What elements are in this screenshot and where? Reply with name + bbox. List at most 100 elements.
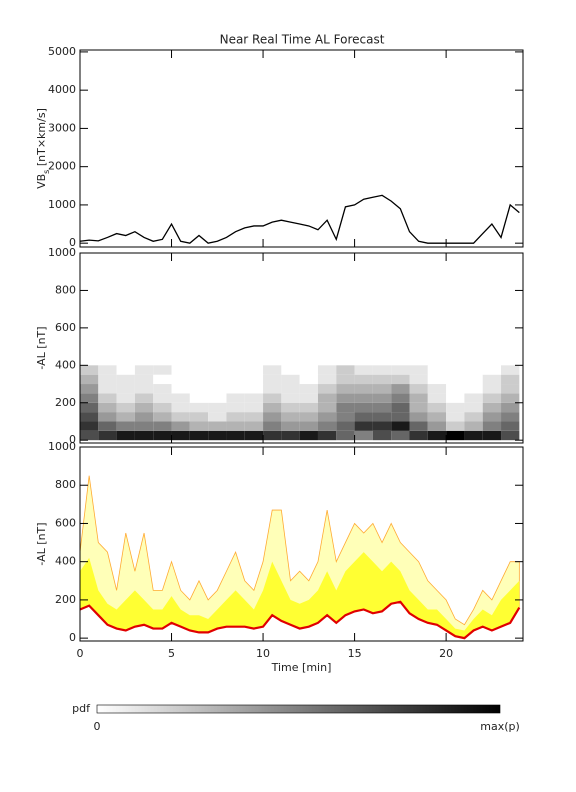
pdf-cell (244, 365, 264, 375)
pdf-cell (391, 412, 410, 422)
pdf-cell (299, 412, 318, 422)
pdf-cell (263, 412, 282, 422)
pdf-cell (244, 412, 264, 422)
pdf-cell (409, 374, 428, 385)
pdf-cell (391, 402, 410, 413)
pdf-cell (171, 365, 190, 375)
pdf-cell (208, 384, 227, 394)
x-tick-label: 0 (77, 647, 84, 660)
pdf-cell (134, 412, 154, 422)
colorbar (96, 704, 501, 714)
pdf-cell (263, 384, 282, 394)
pdf-cell (409, 365, 428, 375)
pdf-cell (336, 384, 355, 394)
pdf-cell (208, 393, 227, 403)
pdf-cell (116, 412, 135, 422)
pdf-cell (208, 412, 227, 422)
pdf-cell (98, 402, 117, 413)
colorbar-label: pdf (72, 702, 91, 715)
pdf-cell (98, 374, 117, 385)
pdf-cell (464, 393, 483, 403)
pdf-cell (336, 421, 355, 431)
y-tick-label: 0 (69, 236, 76, 249)
pdf-cell (354, 374, 373, 385)
pdf-cell (482, 384, 502, 394)
pdf-cell (153, 421, 172, 431)
pdf-cell (208, 421, 227, 431)
pdf-cell (116, 374, 135, 385)
pdf-cell (153, 430, 172, 441)
pdf-cell (299, 393, 318, 403)
pdf-cell (317, 430, 337, 441)
plot-frame (79, 49, 524, 248)
pdf-cell (80, 430, 99, 441)
band-area (80, 552, 520, 639)
pdf-cell (98, 430, 117, 441)
y-label-sub: s (42, 170, 51, 174)
y-tick-label: 0 (69, 631, 76, 644)
pdf-cell (98, 384, 117, 394)
pdf-cell (80, 393, 99, 403)
pdf-cell (263, 421, 282, 431)
pdf-cell (409, 393, 428, 403)
chart-title: Near Real Time AL Forecast (220, 33, 385, 47)
pdf-cell (299, 365, 318, 375)
pdf-cell (281, 412, 300, 422)
pdf-cell (80, 412, 99, 422)
pdf-cell (354, 430, 373, 441)
pdf-cell (299, 430, 318, 441)
y-axis-label: -AL [nT] (35, 522, 48, 565)
pdf-cell (446, 412, 465, 422)
pdf-cell (372, 430, 392, 441)
pdf-cell (153, 374, 172, 385)
pdf-cell (464, 384, 483, 394)
pdf-cell (116, 430, 135, 441)
x-tick-label: 20 (439, 647, 453, 660)
pdf-cell (171, 384, 190, 394)
pdf-cell (391, 393, 410, 403)
plot-frame (79, 252, 524, 444)
pdf-cell (98, 393, 117, 403)
pdf-cell (336, 412, 355, 422)
pdf-cell (80, 374, 99, 385)
pdf-cell (80, 421, 99, 431)
y-tick-label: 400 (55, 358, 76, 371)
y-tick-label: 1000 (48, 440, 76, 453)
pdf-cell (501, 374, 520, 385)
pdf-cell (281, 374, 300, 385)
pdf-cell (263, 374, 282, 385)
pdf-cell (226, 384, 245, 394)
y-label-unit: [nT×km/s] (35, 108, 48, 170)
pdf-cell (464, 421, 483, 431)
pdf-cell (263, 393, 282, 403)
pdf-cell (80, 384, 99, 394)
colorbar-max: max(p) (480, 720, 520, 733)
pdf-cell (354, 421, 373, 431)
pdf-cell (482, 374, 502, 385)
pdf-cell (226, 421, 245, 431)
pdf-cell (116, 402, 135, 413)
plot-frame (79, 446, 524, 642)
pdf-cell (153, 393, 172, 403)
pdf-cell (336, 402, 355, 413)
pdf-cell (372, 384, 392, 394)
pdf-cell (244, 421, 264, 431)
pdf-cell (372, 421, 392, 431)
pdf-cell (263, 365, 282, 375)
pdf-cell (134, 374, 154, 385)
pdf-cell (189, 402, 209, 413)
pdf-cell (98, 365, 117, 375)
pdf-cell (501, 402, 520, 413)
pdf-cell (226, 430, 245, 441)
pdf-cell (171, 393, 190, 403)
pdf-cell (299, 374, 318, 385)
pdf-cell (208, 402, 227, 413)
pdf-cell (116, 421, 135, 431)
pdf-cell (189, 421, 209, 431)
pdf-cell (446, 384, 465, 394)
pdf-cell (409, 430, 428, 441)
pdf-cell (391, 421, 410, 431)
y-tick-label: 200 (55, 396, 76, 409)
y-tick-label: 800 (55, 283, 76, 296)
pdf-cell (354, 384, 373, 394)
